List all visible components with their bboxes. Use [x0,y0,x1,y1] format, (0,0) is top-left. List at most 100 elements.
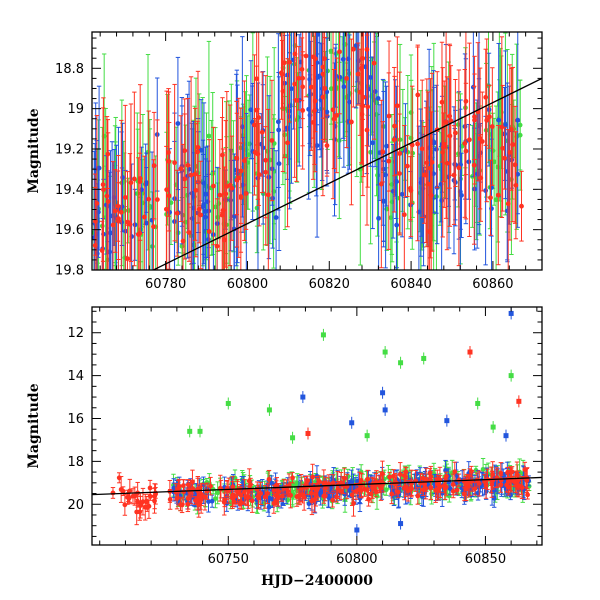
data-point [125,256,130,262]
data-point [154,197,160,202]
data-point [324,143,330,148]
data-point [172,160,178,166]
data-point [350,46,356,52]
data-point [188,172,194,178]
data-point [489,185,494,191]
top-series-red [92,32,524,270]
data-point [234,155,239,161]
data-point [229,185,235,191]
data-point [507,150,513,155]
data-point [472,117,477,123]
data-point [330,107,336,113]
data-point [223,191,229,197]
top-panel-marks [92,32,542,270]
data-point [300,84,306,90]
data-point [200,204,206,210]
data-point [212,496,218,502]
data-point [334,112,340,118]
data-point [212,204,218,210]
data-point [119,204,125,210]
data-point [249,498,255,504]
data-point [403,469,409,475]
data-point [371,60,377,66]
data-point [375,172,380,178]
data-point [355,71,361,77]
data-point [141,214,147,220]
data-point [152,493,158,499]
data-point [401,212,407,218]
data-point [328,48,334,54]
data-point [397,151,403,156]
data-point [374,493,380,499]
data-point [211,183,216,189]
data-point [259,129,265,135]
data-point [397,472,403,477]
data-point [474,171,480,177]
data-point [443,473,449,479]
data-point [409,142,415,148]
data-point [217,192,223,198]
data-point [252,149,258,155]
data-point [164,187,170,193]
data-point [336,138,342,143]
data-point [341,84,347,90]
data-point [419,146,425,152]
data-point [428,193,434,198]
data-point [426,229,432,235]
data-point [491,495,497,501]
x-tick-label: 60860 [472,277,513,292]
data-point [502,155,508,161]
data-point [241,158,247,164]
data-point [248,107,254,113]
data-point [365,104,371,110]
data-point [317,479,322,485]
data-point [454,487,460,493]
data-point [489,124,495,129]
data-point [101,133,107,139]
data-point [512,162,518,168]
data-point [175,121,181,126]
data-point [383,172,389,178]
data-point [378,181,384,187]
data-point [313,56,318,62]
data-point [196,206,202,212]
data-point [455,122,461,127]
data-point [389,491,395,497]
top-ylabel: Magnitude [26,108,42,193]
data-point [214,243,220,249]
data-point [462,141,468,146]
data-point [143,180,149,186]
data-point [105,199,111,204]
data-point [308,84,314,90]
data-point [151,163,157,169]
bottom-series-red [167,460,530,518]
data-point [296,75,302,81]
data-point [238,168,244,174]
data-point [209,498,215,504]
data-point [237,501,243,507]
data-point [308,490,314,496]
y-tick-label: 18.8 [55,62,84,77]
data-point [185,496,191,502]
data-point [206,133,212,139]
data-point [110,222,116,228]
top-panel-ticks: 60780 60800 60820 60840 60860 18.8 19 19.2 19.4 1… [55,32,543,292]
data-point [125,219,130,225]
data-point [266,476,272,482]
y-tick-label: 19 [67,102,84,117]
data-point [147,494,153,499]
data-point [415,493,421,499]
data-point [335,486,341,492]
data-point [467,137,472,143]
data-point [147,485,153,491]
data-point [486,114,492,120]
data-point [243,191,249,196]
data-point [130,493,136,499]
data-point [424,160,430,166]
data-point [360,103,366,109]
data-point [383,487,389,493]
data-point [452,130,458,136]
data-point [151,224,156,230]
data-point [337,49,342,55]
